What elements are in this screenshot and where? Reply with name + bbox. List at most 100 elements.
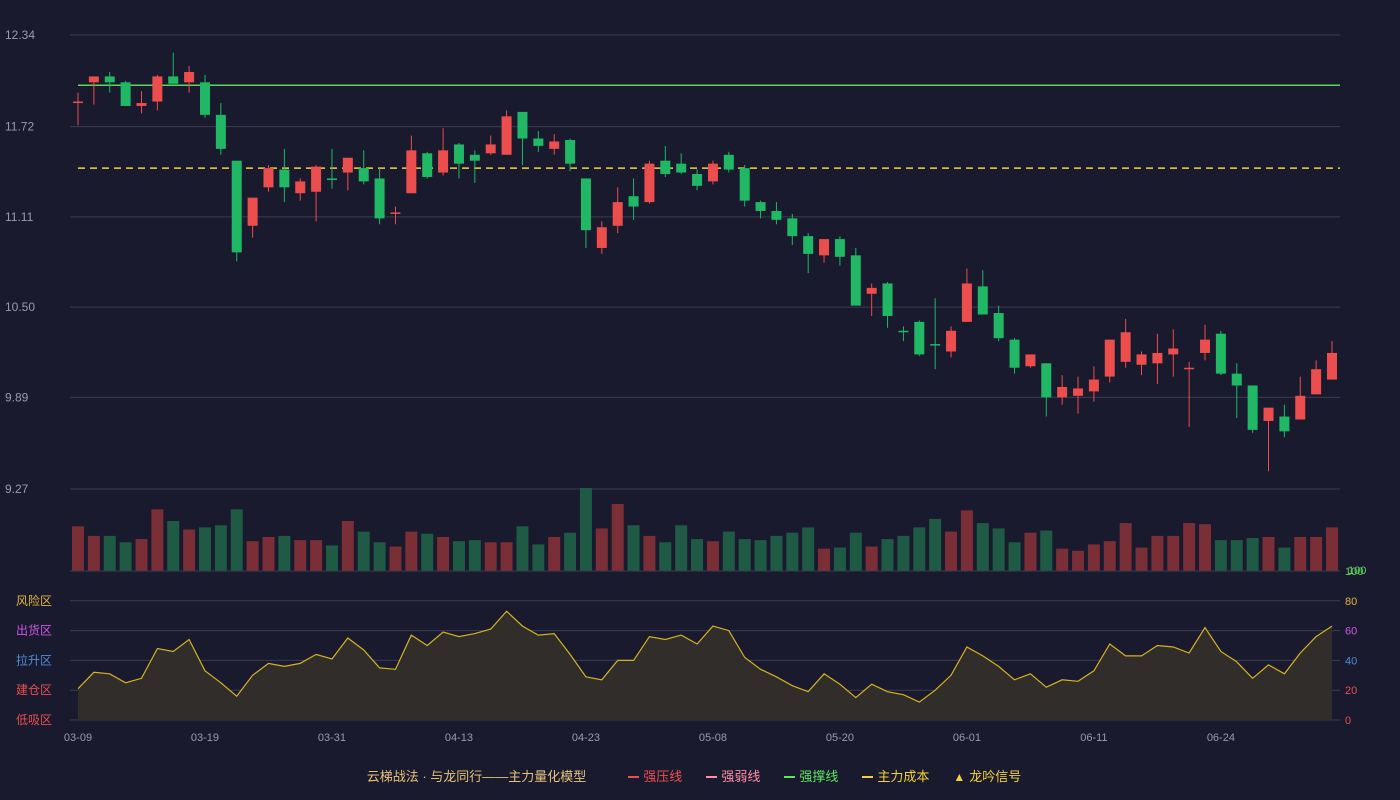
legend-label: 云梯战法 · 与龙同行——主力量化模型 [366, 769, 587, 784]
candle-body [549, 141, 560, 149]
candle-body [819, 239, 830, 256]
date-tick-label: 05-20 [826, 732, 854, 744]
volume-bar [1072, 550, 1085, 571]
indicator-tick-label: 60 [1345, 626, 1357, 638]
legend-label: 强撑线 [799, 769, 839, 784]
date-tick-label: 06-24 [1207, 732, 1235, 744]
indicator-zone-label: 拉升区 [16, 652, 52, 667]
candle-body [1184, 367, 1195, 370]
candle-body [707, 163, 718, 182]
triangle-icon: ▲ [953, 770, 966, 784]
legend-item[interactable]: 强撑线 [784, 766, 838, 785]
volume-bar [1294, 536, 1307, 571]
volume-bar [738, 539, 751, 571]
date-tick-label: 04-23 [572, 732, 600, 744]
volume-bar [1103, 541, 1116, 571]
candle-body [723, 154, 734, 170]
volume-bar [198, 527, 211, 571]
chart-legend: 云梯战法 · 与龙同行——主力量化模型 强压线 强弱线 强撑线 主力成本 ▲ 龙吟信号 [0, 766, 1400, 785]
candle-body [866, 287, 877, 294]
volume-bar [802, 527, 815, 571]
candle-body [850, 255, 861, 306]
legend-item[interactable]: ▲ 龙吟信号 [953, 766, 1021, 785]
volume-bar [579, 488, 592, 571]
candle-body [993, 313, 1004, 339]
indicator-zone-label: 建仓区 [16, 683, 52, 697]
date-tick-label: 03-31 [318, 732, 346, 744]
volume-bar [1262, 536, 1275, 571]
date-tick-label: 05-08 [699, 732, 727, 744]
candle-body [263, 168, 274, 188]
candle-body [565, 139, 576, 164]
candle-body [1295, 395, 1306, 420]
volume-bar [484, 542, 497, 571]
volume-bar [516, 526, 529, 571]
candle-body [1057, 386, 1068, 398]
candle-body [1263, 407, 1274, 421]
volume-bar [310, 540, 323, 571]
volume-bar [278, 535, 291, 571]
candle-body [1088, 379, 1099, 392]
candle-body [438, 150, 449, 173]
candle-body [311, 166, 322, 192]
dashed-line-swatch [862, 775, 874, 778]
volume-bar [897, 535, 910, 571]
indicator-zone-label: 出货区 [16, 623, 52, 638]
candle-body [1215, 333, 1226, 374]
legend-item[interactable]: 强弱线 [706, 766, 760, 785]
volume-bar [865, 546, 878, 571]
candle-body [898, 330, 909, 333]
candle-body [422, 153, 433, 177]
date-tick-label: 06-11 [1080, 732, 1107, 744]
volume-bar [675, 525, 688, 571]
date-tick-label: 03-19 [191, 732, 219, 744]
volume-bar [1151, 535, 1164, 571]
line-swatch [628, 775, 640, 778]
volume-bar [913, 527, 926, 571]
volume-bar [437, 536, 450, 571]
candle-body [358, 168, 369, 182]
candle-body [1311, 369, 1322, 395]
candle-body [882, 283, 893, 316]
legend-item[interactable]: 主力成本 [862, 766, 929, 785]
indicator-tick-label: 0 [1345, 715, 1351, 727]
volume-bar [976, 523, 989, 571]
candle-body [533, 138, 544, 146]
volume-bar [1056, 548, 1069, 571]
volume-bar [881, 539, 894, 571]
volume-bar [548, 536, 561, 571]
candle-body [295, 181, 306, 194]
candle-body [755, 202, 766, 211]
candle-body [803, 236, 814, 254]
volume-bar [1326, 527, 1338, 571]
candle-body [612, 202, 623, 226]
candle-body [580, 178, 591, 231]
price-tick-label: 12.34 [5, 28, 35, 42]
indicator-area [78, 611, 1332, 720]
candle-body [787, 218, 798, 237]
candle-body [120, 82, 131, 106]
price-tick-label: 9.89 [5, 390, 29, 404]
candle-body [215, 114, 226, 149]
legend-item[interactable]: 强压线 [628, 766, 682, 785]
volume-bar [1230, 540, 1243, 571]
volume-bar [1310, 536, 1323, 571]
volume-bar [294, 540, 307, 571]
price-tick-label: 9.27 [5, 482, 29, 496]
volume-bar [135, 539, 148, 571]
volume-bar [214, 525, 227, 571]
volume-bar [230, 509, 243, 571]
candle-body [834, 239, 845, 257]
candle-body [946, 330, 957, 352]
candle-body [390, 212, 401, 214]
candle-body [1247, 385, 1258, 430]
volume-bar [960, 510, 973, 571]
candle-body [1120, 332, 1131, 362]
indicator-line [77, 610, 1333, 703]
candle-body [1009, 339, 1020, 368]
candle-body [485, 144, 496, 154]
legend-title: 云梯战法 · 与龙同行——主力量化模型 [367, 769, 587, 784]
candle-body [199, 82, 210, 115]
volume-bar [1024, 532, 1037, 571]
volume-bar [595, 528, 608, 571]
